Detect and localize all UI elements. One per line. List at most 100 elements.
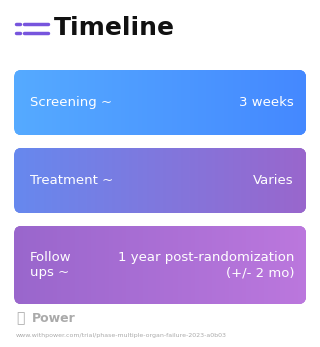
Bar xyxy=(277,70,279,135)
Bar xyxy=(53,70,55,135)
Bar xyxy=(139,70,140,135)
Bar xyxy=(122,148,123,213)
Bar xyxy=(109,70,110,135)
Bar xyxy=(271,70,272,135)
Bar xyxy=(140,226,141,304)
Bar xyxy=(78,226,79,304)
Bar xyxy=(121,148,122,213)
Bar xyxy=(104,226,105,304)
Bar xyxy=(232,148,234,213)
Bar xyxy=(55,70,56,135)
Bar xyxy=(281,70,283,135)
Bar xyxy=(294,70,296,135)
Bar xyxy=(45,148,46,213)
Bar xyxy=(289,226,290,304)
Bar xyxy=(189,70,190,135)
Bar xyxy=(124,148,125,213)
Bar xyxy=(34,226,35,304)
Bar xyxy=(121,70,122,135)
Bar xyxy=(40,70,42,135)
Bar xyxy=(208,226,209,304)
Bar xyxy=(138,70,139,135)
Bar xyxy=(130,70,131,135)
Bar xyxy=(28,226,29,304)
Bar xyxy=(123,226,124,304)
Bar xyxy=(265,148,266,213)
Bar xyxy=(116,70,117,135)
Bar xyxy=(58,70,59,135)
Bar xyxy=(53,226,55,304)
Bar xyxy=(21,148,22,213)
Bar xyxy=(275,148,276,213)
Bar xyxy=(33,226,34,304)
Bar xyxy=(46,148,47,213)
Bar xyxy=(279,70,280,135)
Bar xyxy=(138,226,139,304)
Bar xyxy=(79,226,80,304)
Bar xyxy=(207,70,209,135)
Bar xyxy=(14,148,15,213)
Bar xyxy=(128,148,129,213)
Bar xyxy=(110,226,111,304)
Bar xyxy=(256,226,257,304)
Bar xyxy=(217,148,218,213)
Bar xyxy=(198,148,199,213)
Bar xyxy=(153,226,155,304)
Bar xyxy=(74,148,75,213)
Bar xyxy=(210,226,211,304)
Bar xyxy=(49,70,50,135)
Bar xyxy=(185,70,186,135)
Bar xyxy=(198,226,199,304)
Bar xyxy=(179,226,180,304)
Bar xyxy=(202,226,204,304)
Bar xyxy=(232,148,233,213)
Bar xyxy=(14,70,15,135)
Bar xyxy=(127,226,128,304)
Bar xyxy=(206,148,207,213)
Bar xyxy=(86,70,87,135)
Bar xyxy=(194,226,195,304)
Bar xyxy=(80,148,81,213)
Bar xyxy=(152,226,153,304)
Bar xyxy=(186,226,188,304)
Bar xyxy=(93,148,95,213)
Bar xyxy=(252,226,253,304)
Bar xyxy=(133,148,134,213)
Bar xyxy=(146,226,147,304)
Bar xyxy=(132,148,133,213)
Bar xyxy=(63,148,64,213)
Bar xyxy=(228,70,229,135)
Bar xyxy=(172,148,174,213)
Bar xyxy=(108,70,109,135)
Bar xyxy=(263,148,264,213)
Bar xyxy=(118,148,119,213)
Bar xyxy=(290,148,291,213)
Bar xyxy=(108,70,109,135)
Bar xyxy=(135,148,136,213)
Bar xyxy=(228,148,229,213)
Bar xyxy=(16,148,17,213)
Bar xyxy=(196,148,197,213)
Bar xyxy=(148,70,149,135)
Bar xyxy=(265,70,266,135)
Bar xyxy=(237,226,239,304)
Bar xyxy=(54,70,55,135)
Bar xyxy=(118,70,119,135)
Bar xyxy=(79,148,80,213)
Bar xyxy=(150,226,152,304)
Bar xyxy=(68,226,69,304)
Bar xyxy=(25,70,26,135)
Bar xyxy=(24,226,26,304)
Bar xyxy=(221,70,222,135)
Bar xyxy=(130,226,131,304)
Bar xyxy=(47,226,48,304)
Bar xyxy=(65,70,66,135)
Bar xyxy=(117,226,118,304)
Bar xyxy=(293,226,295,304)
Bar xyxy=(212,70,213,135)
Bar xyxy=(240,70,242,135)
Bar xyxy=(200,70,201,135)
Bar xyxy=(64,226,66,304)
Bar xyxy=(224,148,226,213)
Bar xyxy=(148,148,149,213)
